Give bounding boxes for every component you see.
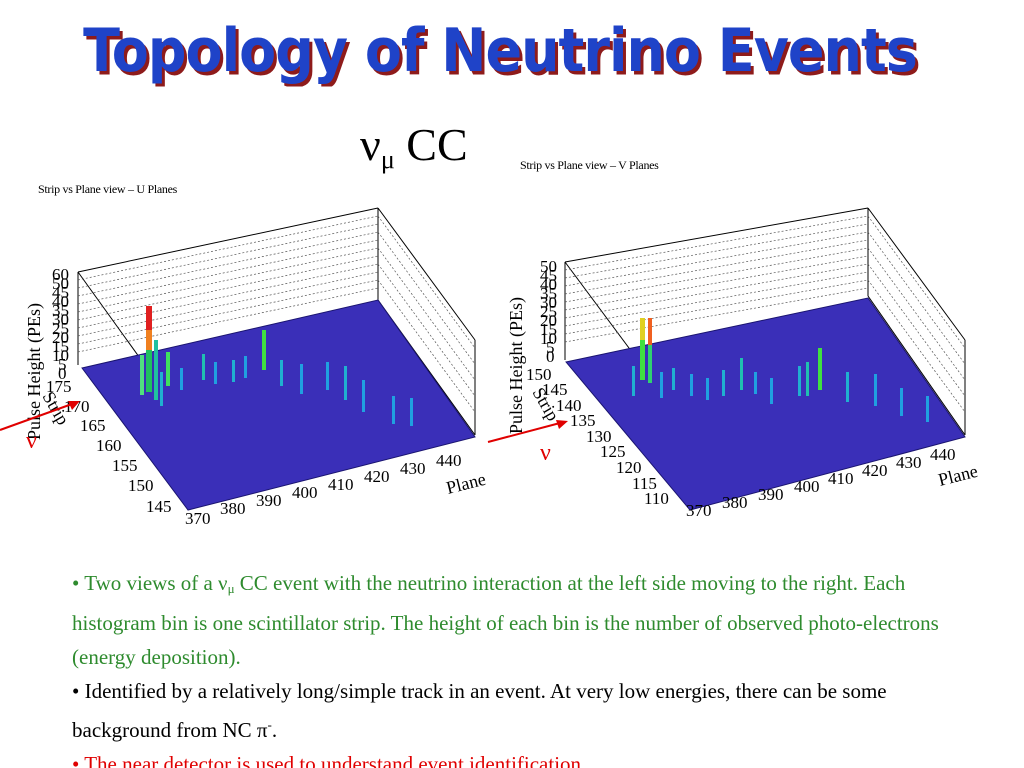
svg-text:175: 175 — [46, 377, 72, 396]
svg-text:140: 140 — [556, 396, 582, 415]
u-plot-caption: Strip vs Plane view – U Planes — [38, 182, 177, 196]
svg-text:5: 5 — [546, 338, 555, 357]
bullet-list: • Two views of a νμ CC event with the ne… — [72, 566, 952, 768]
svg-text:130: 130 — [586, 427, 612, 446]
u-z-axis-label: Pulse Height (PEs) — [24, 303, 45, 440]
svg-text:35: 35 — [52, 301, 69, 320]
svg-text:0: 0 — [58, 364, 67, 383]
bullet-item-3: • The near detector is used to understan… — [72, 752, 587, 768]
svg-text:40: 40 — [540, 275, 557, 294]
v-plot-grid — [564, 215, 966, 413]
nu-symbol: ν — [360, 119, 381, 170]
u-plot-frame — [77, 207, 476, 510]
svg-text:155: 155 — [112, 456, 138, 475]
u-plot-floor — [81, 299, 476, 511]
v-plot-bars — [632, 318, 929, 422]
svg-text:430: 430 — [896, 453, 922, 472]
svg-text:50: 50 — [52, 274, 69, 293]
svg-text:390: 390 — [758, 485, 784, 504]
svg-text:10: 10 — [540, 329, 557, 348]
v-plot-frame — [564, 207, 966, 510]
svg-text:30: 30 — [540, 293, 557, 312]
v-y-axis-label: Strip — [529, 384, 564, 424]
svg-text:370: 370 — [185, 509, 211, 528]
svg-text:420: 420 — [862, 461, 888, 480]
v-x-axis-label: Plane — [936, 461, 980, 490]
slide-title: Topology of Neutrino Events — [83, 16, 918, 86]
u-y-axis-label: Strip — [39, 388, 74, 428]
svg-text:110: 110 — [644, 489, 669, 508]
svg-text:370: 370 — [686, 501, 712, 520]
svg-text:145: 145 — [146, 497, 172, 516]
v-z-axis-label: Pulse Height (PEs) — [506, 297, 527, 434]
svg-text:25: 25 — [52, 319, 69, 338]
svg-text:120: 120 — [616, 458, 642, 477]
svg-text:40: 40 — [52, 292, 69, 311]
u-plot-bars — [140, 306, 413, 426]
svg-text:45: 45 — [540, 266, 557, 285]
svg-text:30: 30 — [52, 310, 69, 329]
svg-text:440: 440 — [930, 445, 956, 464]
svg-text:50: 50 — [540, 257, 557, 276]
svg-text:150: 150 — [128, 476, 154, 495]
svg-text:20: 20 — [540, 311, 557, 330]
svg-text:380: 380 — [220, 499, 246, 518]
svg-text:10: 10 — [52, 346, 69, 365]
svg-text:170: 170 — [64, 397, 90, 416]
svg-text:440: 440 — [436, 451, 462, 470]
svg-text:410: 410 — [328, 475, 354, 494]
svg-text:60: 60 — [52, 265, 69, 284]
v-neutrino-label: ν — [540, 440, 551, 466]
bullet-item-2: • Identified by a relatively long/simple… — [72, 679, 887, 742]
svg-text:5: 5 — [58, 355, 67, 374]
svg-text:145: 145 — [542, 380, 568, 399]
v-y-ticks: 110 115 120 125 130 135 140 145 150 — [526, 365, 669, 508]
svg-text:410: 410 — [828, 469, 854, 488]
svg-text:165: 165 — [80, 416, 106, 435]
u-plot-grid — [77, 215, 476, 413]
svg-text:15: 15 — [52, 337, 69, 356]
svg-text:380: 380 — [722, 493, 748, 512]
v-plot-floor — [565, 297, 966, 511]
svg-text:430: 430 — [400, 459, 426, 478]
svg-text:45: 45 — [52, 283, 69, 302]
u-x-ticks: 370 380 390 400 410 420 430 440 — [185, 451, 462, 528]
svg-text:400: 400 — [794, 477, 820, 496]
v-plot-caption: Strip vs Plane view – V Planes — [520, 158, 659, 172]
svg-text:400: 400 — [292, 483, 318, 502]
cc-label: CC — [406, 119, 468, 170]
svg-text:15: 15 — [540, 320, 557, 339]
mu-subscript: μ — [380, 145, 395, 174]
slide-subtitle: νμ CC — [360, 118, 468, 175]
v-neutrino-arrow — [487, 420, 568, 443]
v-z-ticks: 0 5 10 15 20 25 30 35 40 45 50 55 60 65 … — [540, 257, 557, 366]
svg-text:125: 125 — [600, 442, 626, 461]
u-x-axis-label: Plane — [444, 469, 488, 498]
svg-text:390: 390 — [256, 491, 282, 510]
svg-text:0: 0 — [546, 347, 555, 366]
v-x-ticks: 370 380 390 400 410 420 430 440 — [686, 445, 956, 520]
svg-text:420: 420 — [364, 467, 390, 486]
svg-text:20: 20 — [52, 328, 69, 347]
svg-text:135: 135 — [570, 411, 596, 430]
svg-text:25: 25 — [540, 302, 557, 321]
svg-text:160: 160 — [96, 436, 122, 455]
bullet-item-1: • Two views of a νμ CC event with the ne… — [72, 571, 939, 669]
svg-text:150: 150 — [526, 365, 552, 384]
svg-text:115: 115 — [632, 474, 657, 493]
u-y-ticks: 145 150 155 160 165 170 175 — [46, 377, 172, 516]
u-z-ticks: 0 5 10 15 20 25 30 35 40 45 50 55 60 — [52, 265, 69, 383]
u-neutrino-label: ν — [26, 428, 37, 454]
svg-text:35: 35 — [540, 284, 557, 303]
u-neutrino-arrow — [0, 401, 80, 431]
